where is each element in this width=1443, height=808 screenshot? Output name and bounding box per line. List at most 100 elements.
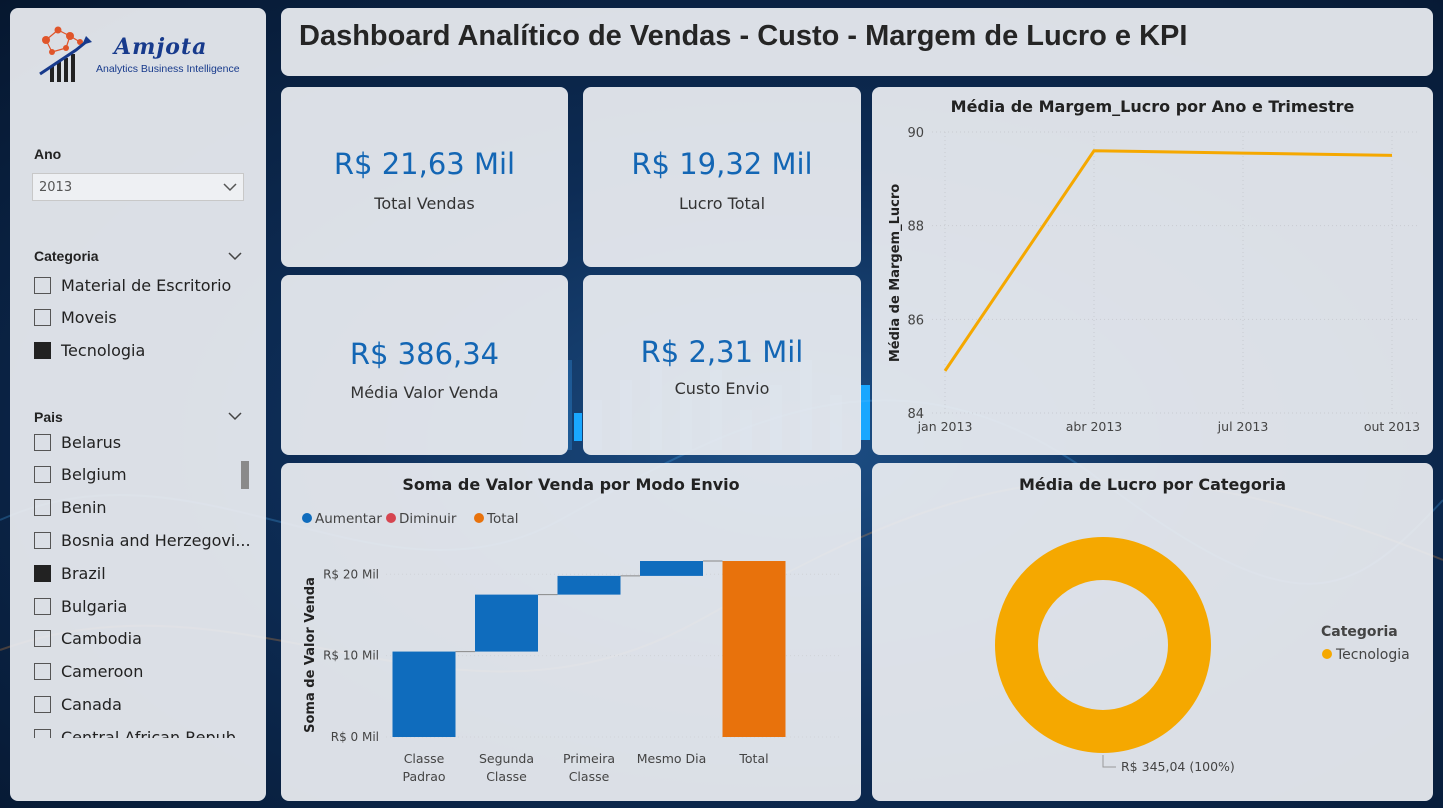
company-logo: Amjota Analytics Business Intelligence [36, 20, 246, 84]
checkbox[interactable] [34, 564, 51, 582]
y-axis-label: Soma de Valor Venda [303, 577, 318, 733]
y-tick-label: 88 [907, 220, 924, 235]
pais-list: Belarus Belgium Benin Bosnia and Herzegovi.… [10, 428, 266, 738]
pais-option[interactable]: Belarus [34, 430, 121, 454]
pais-option-label: Cambodia [61, 629, 142, 649]
donut-chart-panel: Média de Lucro por Categoria R$ 345,04 (… [872, 463, 1433, 801]
logo-subtitle: Analytics Business Intelligence [96, 63, 240, 75]
dashboard-header: Dashboard Analítico de Vendas - Custo - … [281, 8, 1433, 76]
page-title: Dashboard Analítico de Vendas - Custo - … [299, 20, 1188, 52]
chart-title: Soma de Valor Venda por Modo Envio [402, 475, 740, 494]
ano-dropdown[interactable]: 2013 [32, 173, 244, 201]
x-tick-label: Mesmo Dia [637, 751, 707, 766]
kpi-label: Média Valor Venda [350, 383, 499, 402]
chevron-down-icon[interactable] [228, 409, 242, 423]
line-chart-panel: Média de Margem_Lucro por Ano e Trimestr… [872, 87, 1433, 455]
checkbox[interactable] [34, 531, 51, 549]
categoria-option[interactable]: Material de Escritorio [34, 273, 231, 297]
x-tick-label: abr 2013 [1066, 419, 1123, 434]
waterfall-bar[interactable] [640, 561, 703, 576]
categoria-option-label: Material de Escritorio [61, 275, 232, 295]
checkbox[interactable] [34, 466, 51, 484]
y-tick-label: 90 [907, 126, 924, 141]
donut-slice[interactable] [995, 537, 1211, 753]
checkbox[interactable] [34, 728, 51, 738]
kpi-label: Total Vendas [374, 194, 475, 213]
legend-label[interactable]: Total [486, 511, 519, 527]
x-tick-label: out 2013 [1364, 419, 1420, 434]
pais-option[interactable]: Cambodia [34, 627, 142, 651]
x-tick-label: Primeira [563, 751, 615, 766]
kpi-value: R$ 21,63 Mil [333, 147, 516, 181]
y-tick-label: R$ 0 Mil [331, 730, 379, 744]
categoria-option-label: Moveis [61, 308, 117, 327]
y-tick-label: R$ 20 Mil [323, 567, 379, 581]
legend-marker [386, 513, 396, 523]
kpi-card-media-valor-venda: R$ 386,34 Média Valor Venda [281, 275, 568, 455]
checkbox[interactable] [34, 499, 51, 517]
kpi-value: R$ 386,34 [349, 337, 500, 371]
pais-option-label: Benin [61, 498, 107, 518]
x-tick-label: Classe [486, 769, 527, 784]
legend-marker [302, 513, 312, 523]
checkbox[interactable] [34, 341, 51, 359]
checkbox[interactable] [34, 309, 51, 326]
pais-option[interactable]: Canada [34, 692, 122, 716]
donut-data-label: R$ 345,04 (100%) [1121, 759, 1235, 774]
categoria-slicer-title: Categoria [34, 248, 99, 264]
kpi-value: R$ 19,32 Mil [631, 147, 813, 181]
pais-option-label: Cameroon [61, 662, 144, 682]
categoria-option[interactable]: Moveis [34, 306, 117, 330]
pais-option[interactable]: Central African Repub... [34, 725, 251, 738]
chevron-down-icon [223, 183, 237, 192]
kpi-label: Custo Envio [674, 379, 770, 398]
y-tick-label: 84 [907, 407, 924, 422]
checkbox[interactable] [34, 630, 51, 648]
checkbox[interactable] [34, 597, 51, 615]
x-tick-label: Segunda [479, 751, 534, 766]
waterfall-bar[interactable] [475, 594, 538, 652]
waterfall-chart-panel: Soma de Valor Venda por Modo Envio Aumen… [281, 463, 861, 801]
data-label-leader [1102, 755, 1116, 768]
waterfall-chart[interactable]: Aumentar Diminuir Total R$ 0 Mil R$ 10 Mil R$… [281, 463, 861, 801]
legend-marker [474, 513, 484, 523]
pais-option-label: Bulgaria [61, 596, 128, 616]
pais-option-label: Central African Repub... [61, 727, 252, 738]
kpi-card-total-vendas: R$ 21,63 Mil Total Vendas [281, 87, 568, 267]
y-axis-label: Média de Margem_Lucro [888, 184, 903, 362]
donut-chart[interactable]: R$ 345,04 (100%) Categoria Tecnologia [872, 463, 1433, 801]
legend-label[interactable]: Aumentar [315, 511, 382, 527]
line-chart-grid [932, 131, 1420, 414]
ano-selected-value: 2013 [39, 180, 73, 195]
waterfall-bar[interactable] [557, 575, 621, 595]
checkbox[interactable] [34, 433, 51, 451]
legend-label[interactable]: Tecnologia [1335, 647, 1410, 663]
checkbox[interactable] [34, 695, 51, 713]
pais-option-label: Canada [61, 694, 122, 714]
categoria-option[interactable]: Tecnologia [34, 338, 145, 362]
x-tick-label: Classe [404, 751, 445, 766]
pais-option[interactable]: Benin [34, 496, 107, 520]
waterfall-bar[interactable] [392, 651, 456, 737]
chart-title: Média de Lucro por Categoria [1018, 475, 1287, 494]
kpi-card-lucro-total: R$ 19,32 Mil Lucro Total [583, 87, 861, 267]
pais-option[interactable]: Bosnia and Herzegovi... [34, 528, 251, 552]
pais-scrollbar[interactable] [241, 461, 249, 489]
ano-slicer-title: Ano [34, 146, 62, 162]
line-chart[interactable]: 84 86 88 90 jan 2013 abr 2013 jul 2013 out 2013… [872, 87, 1433, 455]
pais-option-label: Belgium [61, 465, 127, 485]
pais-option[interactable]: Brazil [34, 561, 106, 585]
pais-option[interactable]: Cameroon [34, 660, 143, 684]
pais-option-label: Bosnia and Herzegovi... [61, 530, 251, 550]
waterfall-bar[interactable] [722, 561, 786, 737]
chart-title: Média de Margem_Lucro por Ano e Trimestr… [950, 97, 1355, 116]
pais-option[interactable]: Bulgaria [34, 594, 127, 618]
series-line[interactable] [943, 149, 1393, 372]
checkbox[interactable] [34, 663, 51, 681]
legend-marker [1322, 649, 1332, 659]
checkbox[interactable] [34, 276, 51, 294]
y-tick-label: R$ 10 Mil [323, 649, 379, 663]
legend-label[interactable]: Diminuir [399, 511, 457, 527]
chevron-down-icon[interactable] [228, 249, 242, 263]
pais-option[interactable]: Belgium [34, 463, 127, 487]
